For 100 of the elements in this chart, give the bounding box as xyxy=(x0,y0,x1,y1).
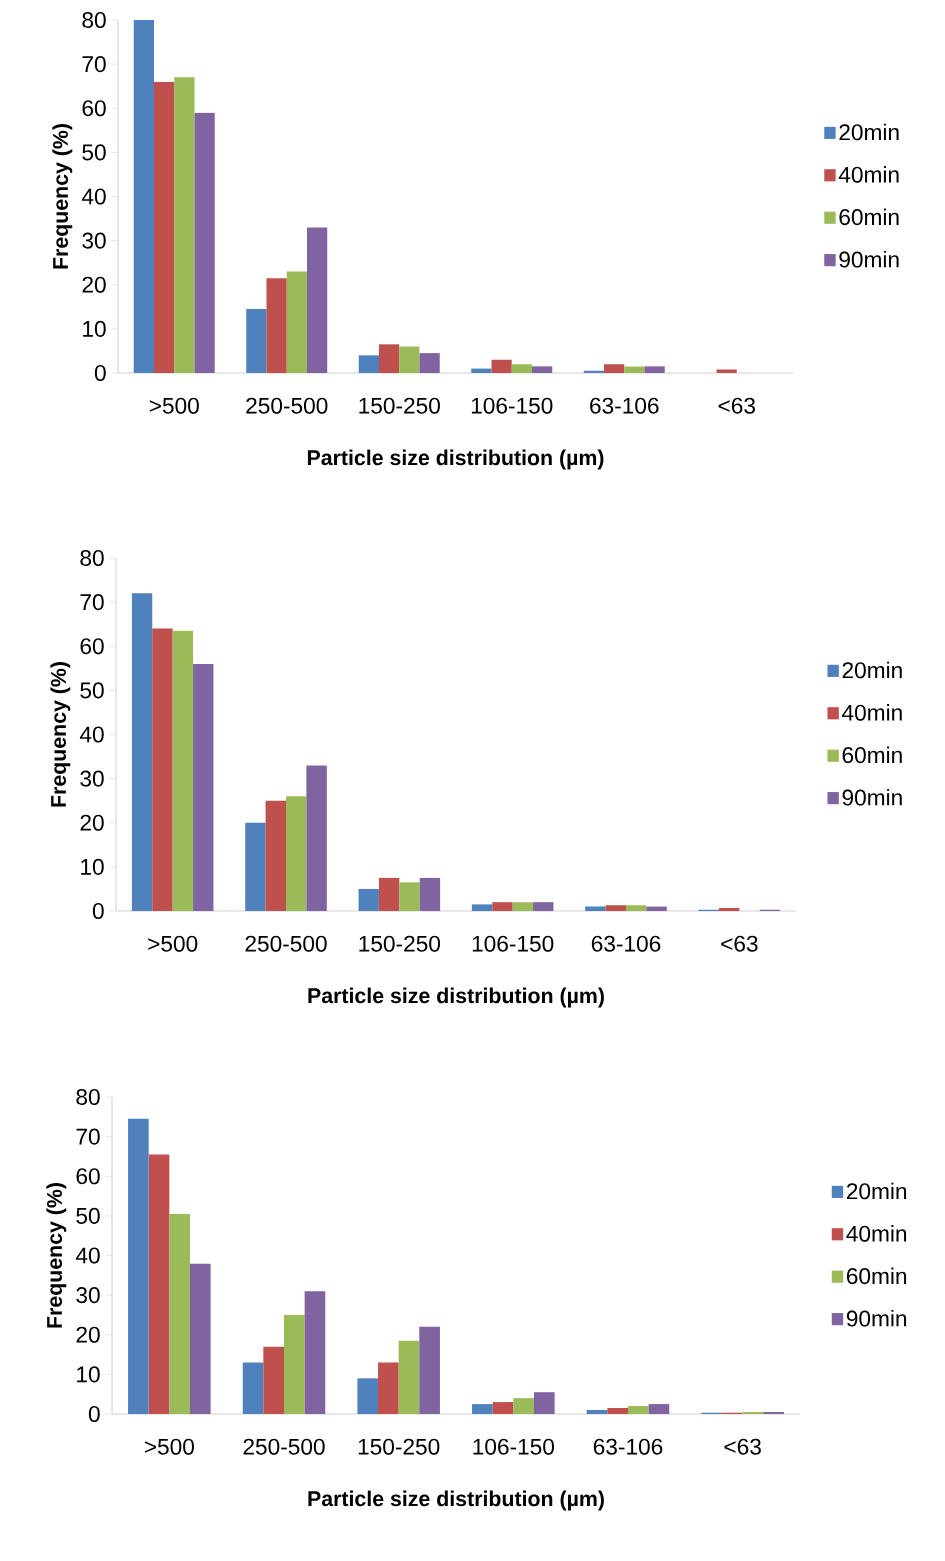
x-tick-label: 250-500 xyxy=(243,1438,325,1455)
bar xyxy=(169,1213,190,1414)
bar xyxy=(152,628,173,911)
bar xyxy=(246,309,267,373)
legend-label: 20min xyxy=(842,661,902,679)
legend-label: 40min xyxy=(846,1225,907,1242)
bar xyxy=(492,902,513,911)
bar xyxy=(585,906,606,911)
x-tick-label: 63-106 xyxy=(590,397,659,414)
x-tick-label: 150-250 xyxy=(359,397,440,414)
bar xyxy=(716,369,737,373)
bar xyxy=(174,77,195,373)
legend-label: 40min xyxy=(838,166,899,183)
legend-label: 20min xyxy=(839,123,899,141)
x-tick-label: 63-106 xyxy=(591,935,661,952)
x-tick-label: <63 xyxy=(718,397,755,414)
legend-label: 60min xyxy=(839,208,899,226)
bar xyxy=(358,355,379,373)
bar xyxy=(533,902,554,911)
bar xyxy=(194,112,215,373)
bar xyxy=(533,1392,555,1414)
x-tick-label: <63 xyxy=(721,935,758,952)
bar xyxy=(624,366,645,373)
bar xyxy=(718,907,740,911)
bar xyxy=(172,630,194,911)
y-tick-label: 80 xyxy=(80,549,104,567)
bar xyxy=(133,20,154,373)
y-tick-label: 70 xyxy=(76,1128,100,1145)
y-tick-label: 50 xyxy=(82,144,106,161)
y-axis-title: Frequency (%) xyxy=(50,662,71,807)
bar xyxy=(266,278,287,373)
y-tick-label: 10 xyxy=(77,1366,100,1383)
bar xyxy=(419,353,440,373)
x-tick-label: 150-250 xyxy=(359,935,441,952)
legend-label: 60min xyxy=(842,746,902,764)
y-tick-label: 0 xyxy=(88,1405,100,1423)
bar xyxy=(627,1406,649,1414)
y-tick-label: 20 xyxy=(82,276,106,293)
x-axis-title: Particle size distribution (µm) xyxy=(308,987,604,1008)
bar xyxy=(306,765,327,911)
y-tick-label: 0 xyxy=(92,902,104,920)
x-tick-label: <63 xyxy=(724,1438,761,1455)
x-tick-label: 250-500 xyxy=(245,935,327,952)
bar xyxy=(379,344,400,373)
bar xyxy=(283,1314,305,1414)
bar xyxy=(419,877,441,911)
bar xyxy=(648,1404,670,1414)
bar xyxy=(491,359,512,373)
x-tick-label: 150-250 xyxy=(358,1438,440,1455)
bar xyxy=(586,1410,608,1414)
y-tick-label: 60 xyxy=(80,638,104,655)
y-tick-label: 60 xyxy=(76,1168,100,1185)
bar xyxy=(604,364,625,373)
legend-label: 20min xyxy=(846,1182,907,1200)
bar xyxy=(625,905,647,911)
x-tick-label: >500 xyxy=(148,935,198,952)
x-tick-label: 106-150 xyxy=(472,935,554,952)
bar xyxy=(398,1340,420,1414)
y-tick-label: 10 xyxy=(81,858,104,875)
y-tick-label: 70 xyxy=(82,56,106,73)
bar xyxy=(148,1154,170,1414)
x-tick-label: >500 xyxy=(144,1438,194,1455)
bar xyxy=(265,800,286,911)
x-tick-label: 106-150 xyxy=(473,1438,555,1455)
x-axis-title: Particle size distribution (µm) xyxy=(307,449,604,470)
bar xyxy=(511,364,532,373)
bar xyxy=(263,1346,284,1414)
y-tick-label: 50 xyxy=(80,682,104,699)
bar xyxy=(128,1118,149,1414)
bar xyxy=(419,1326,440,1414)
bar xyxy=(532,366,553,373)
legend-label: 90min xyxy=(846,1309,907,1327)
bar xyxy=(245,822,266,911)
y-tick-label: 80 xyxy=(82,11,106,29)
bar xyxy=(607,1408,628,1414)
y-tick-label: 0 xyxy=(94,364,106,382)
bar xyxy=(605,905,626,911)
y-tick-label: 40 xyxy=(75,1247,100,1264)
x-tick-label: 250-500 xyxy=(246,397,328,414)
bar xyxy=(357,1378,379,1414)
bar xyxy=(304,1291,326,1414)
bar xyxy=(492,1402,514,1414)
bar xyxy=(358,888,379,911)
legend-label: 90min xyxy=(839,250,899,268)
bar xyxy=(286,796,307,911)
bar xyxy=(378,877,400,911)
bar xyxy=(471,904,493,911)
x-tick-label: 106-150 xyxy=(471,397,553,414)
legend-label: 90min xyxy=(842,788,902,806)
bar xyxy=(307,227,328,373)
y-axis-title: Frequency (%) xyxy=(46,1183,67,1328)
bar xyxy=(644,366,665,373)
y-tick-label: 40 xyxy=(81,188,106,205)
bar xyxy=(399,346,420,373)
y-tick-label: 70 xyxy=(80,594,104,611)
y-tick-label: 20 xyxy=(76,1326,100,1343)
legend-label: 40min xyxy=(842,704,902,721)
bar xyxy=(512,902,534,911)
y-tick-label: 80 xyxy=(76,1088,100,1106)
y-tick-label: 40 xyxy=(79,726,104,743)
